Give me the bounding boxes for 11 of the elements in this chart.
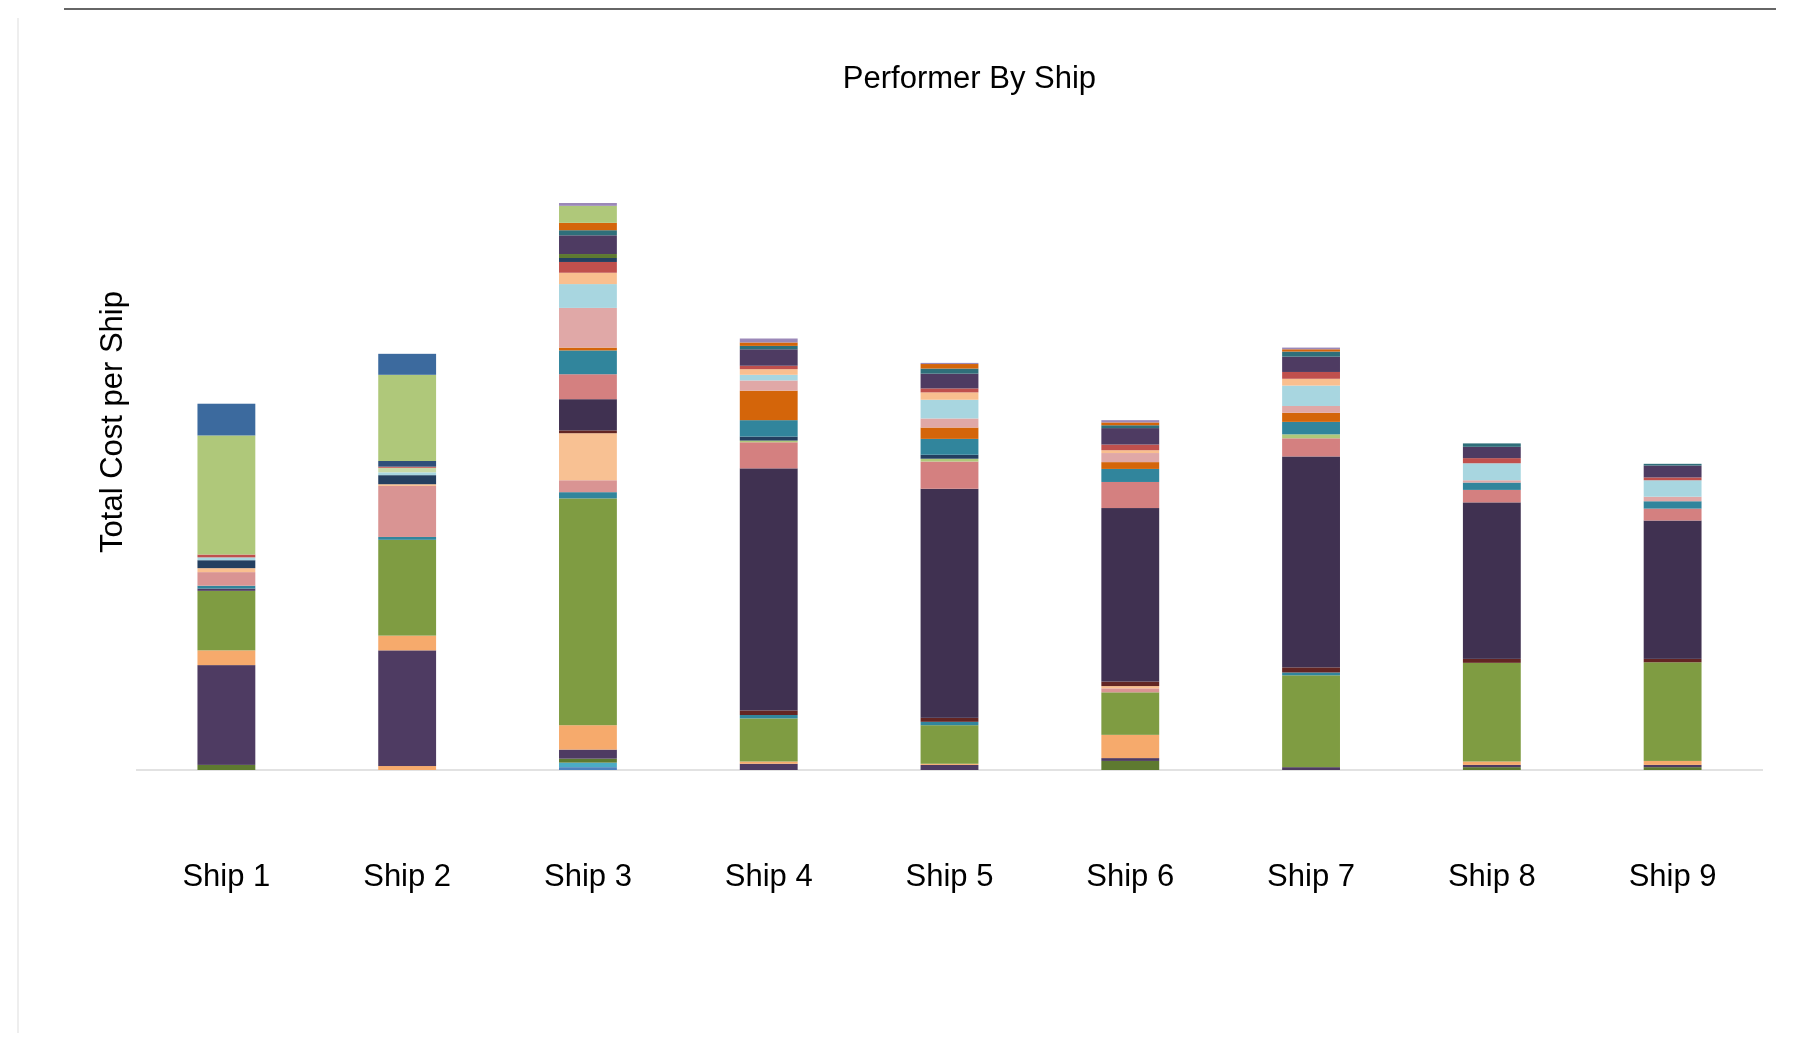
x-tick-label: Ship 5 xyxy=(905,858,994,893)
x-tick-label: Ship 3 xyxy=(543,858,632,893)
x-tick-label: Ship 8 xyxy=(1447,858,1536,893)
y-axis-title: Total Cost per Ship xyxy=(94,291,129,553)
x-tick-label: Ship 9 xyxy=(1628,858,1717,893)
x-tick-label: Ship 4 xyxy=(724,858,813,893)
x-tick-label: Ship 2 xyxy=(363,858,452,893)
x-tick-label: Ship 6 xyxy=(1086,858,1175,893)
x-tick-label: Ship 7 xyxy=(1267,858,1356,893)
chart-title: Performer By Ship xyxy=(842,60,1097,95)
x-tick-label: Ship 1 xyxy=(182,858,271,893)
